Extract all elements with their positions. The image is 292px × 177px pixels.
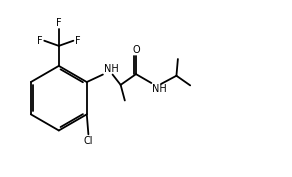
Text: F: F [56,18,62,28]
Text: F: F [37,36,42,46]
Text: NH: NH [152,84,167,94]
Text: NH: NH [104,64,119,74]
Text: Cl: Cl [84,136,93,146]
Text: O: O [132,45,140,55]
Text: F: F [75,36,81,46]
